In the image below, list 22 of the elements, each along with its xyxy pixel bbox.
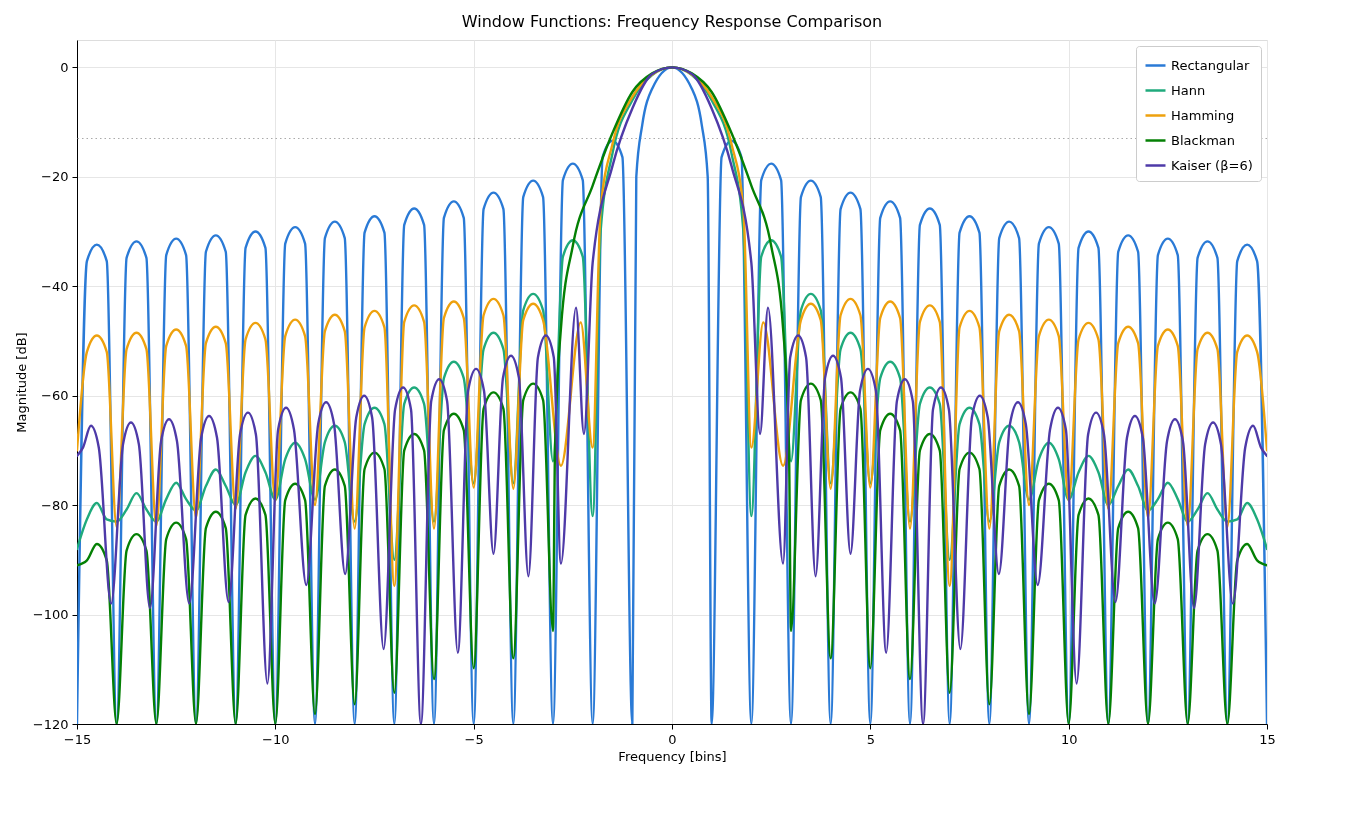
y-tick-label: −80: [41, 497, 69, 513]
y-tick-label: −20: [41, 169, 69, 185]
x-tick-label: 15: [1259, 731, 1276, 747]
legend-label: Blackman: [1171, 132, 1236, 148]
y-axis-title: Magnitude [dB]: [13, 332, 29, 433]
x-tick-label: 5: [866, 731, 875, 747]
legend-label: Kaiser (β=6): [1171, 157, 1253, 173]
legend-label: Rectangular: [1171, 57, 1250, 73]
legend-label: Hamming: [1171, 107, 1235, 123]
x-axis-title: Frequency [bins]: [618, 748, 727, 764]
y-tick-label: −120: [32, 716, 69, 732]
y-tick-label: −40: [41, 278, 69, 294]
y-tick-label: −60: [41, 388, 69, 404]
legend-label: Hann: [1171, 82, 1206, 98]
chart-title: Window Functions: Frequency Response Comparison: [461, 12, 883, 31]
x-tick-label: −15: [63, 731, 92, 747]
x-tick-label: −10: [262, 731, 290, 747]
x-tick-label: −5: [464, 731, 484, 747]
x-tick-label: 10: [1060, 731, 1078, 747]
x-tick-label: 0: [668, 731, 677, 747]
y-tick-label: 0: [60, 59, 69, 75]
y-tick-label: −100: [32, 607, 69, 623]
